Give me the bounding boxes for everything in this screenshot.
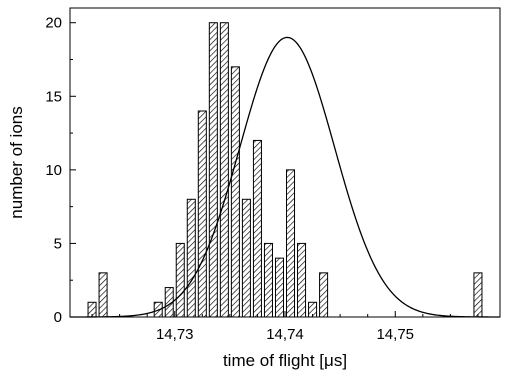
bar <box>186 198 196 318</box>
bar <box>252 139 262 318</box>
bar <box>319 272 329 318</box>
x-axis: 14,73 14,74 14,75 <box>91 311 479 343</box>
x-axis-title: time of flight [μs] <box>223 351 347 370</box>
bar <box>274 257 285 318</box>
y-tick-label: 15 <box>45 88 62 105</box>
bar <box>208 22 218 318</box>
x-tick-label: 14,74 <box>266 326 304 343</box>
y-tick-label: 0 <box>54 309 62 326</box>
bar <box>286 169 296 318</box>
bar <box>297 242 307 318</box>
x-tick-label: 14,73 <box>156 326 194 343</box>
bars-group <box>87 22 483 318</box>
bar <box>473 272 483 318</box>
plot-frame <box>69 7 501 318</box>
bar <box>230 66 240 318</box>
fit-curve <box>70 36 500 318</box>
y-tick-label: 20 <box>45 15 62 32</box>
bar <box>175 242 185 318</box>
bar <box>197 110 207 318</box>
bar <box>263 242 273 318</box>
bar <box>241 198 251 318</box>
x-tick-label: 14,75 <box>376 326 414 343</box>
bar <box>98 272 108 318</box>
y-tick-label: 10 <box>45 162 62 179</box>
y-tick-label: 5 <box>54 235 62 252</box>
y-axis-title: number of ions <box>7 106 26 218</box>
y-axis: 0 5 10 15 20 <box>45 15 76 326</box>
bar <box>219 22 229 318</box>
